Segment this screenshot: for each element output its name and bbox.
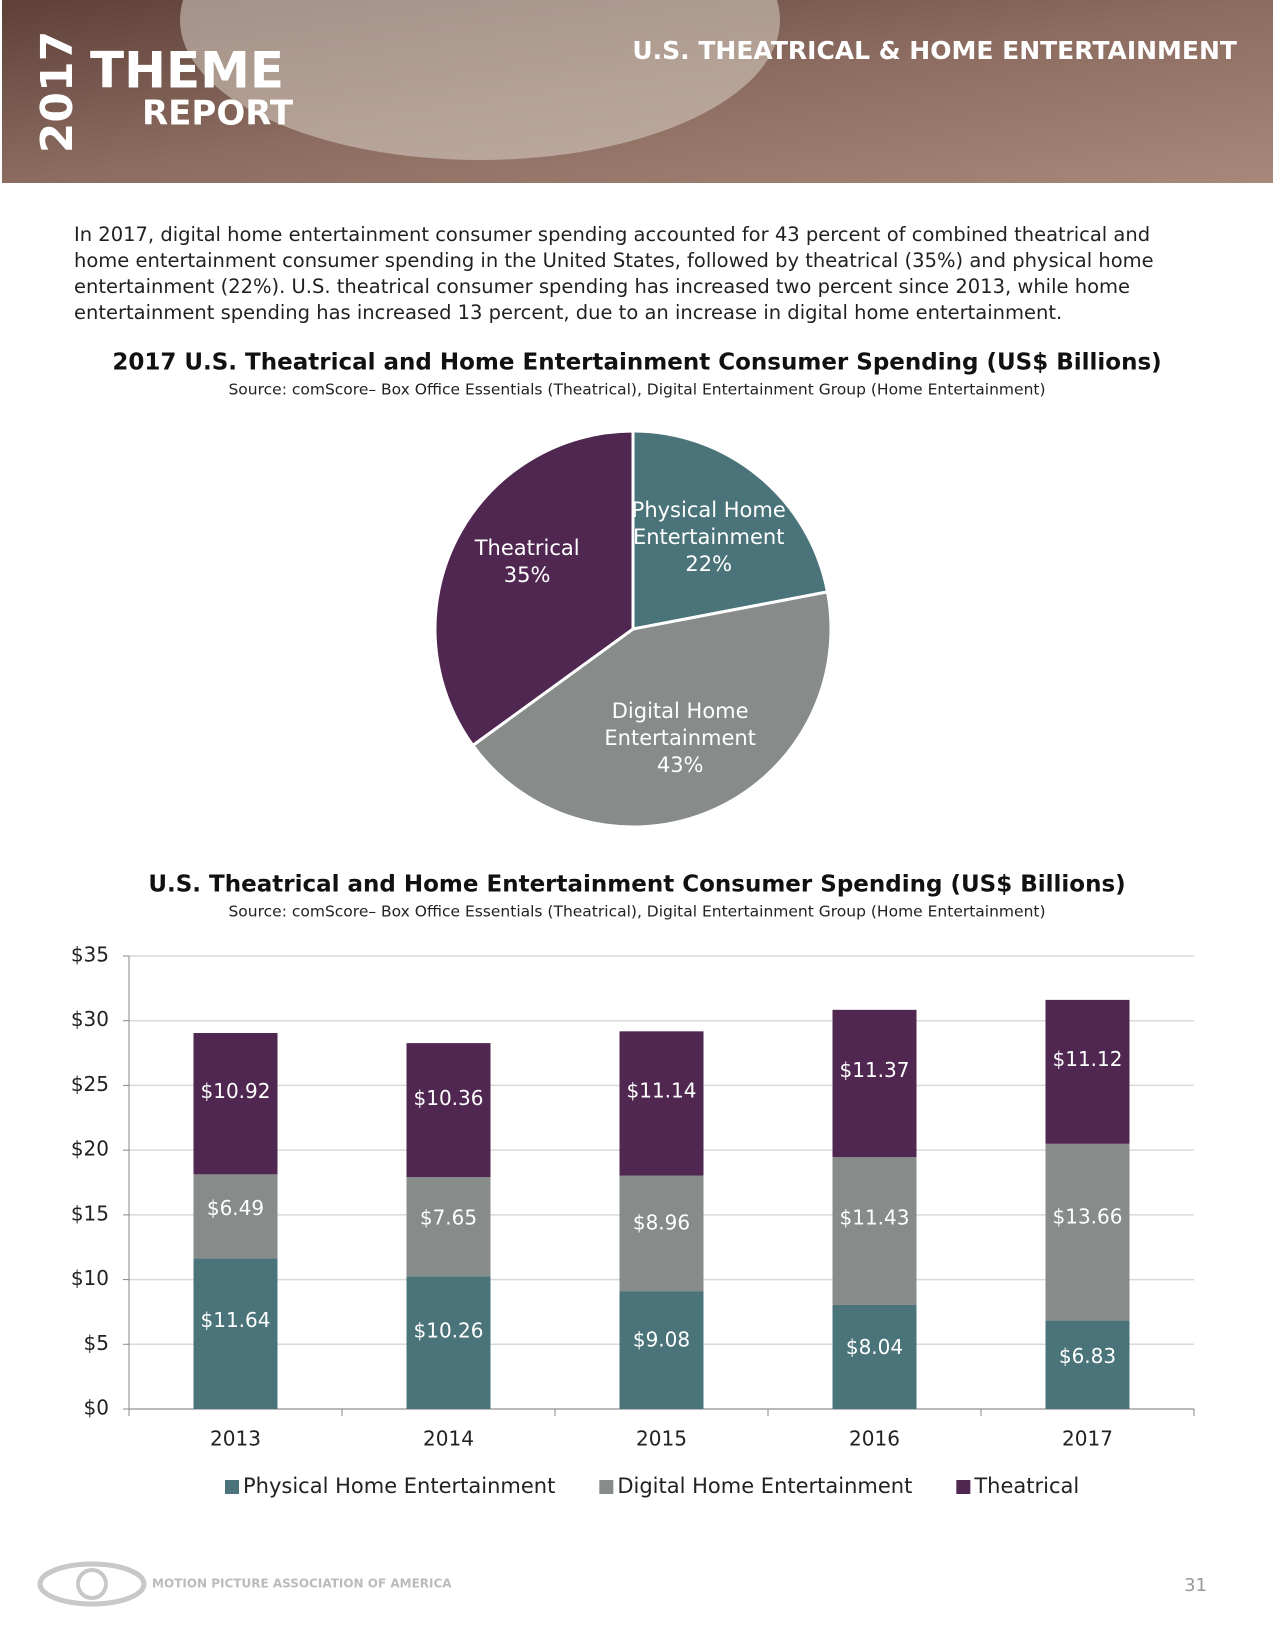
bar-label: $13.66 [1053, 1205, 1123, 1229]
logo [76, 1568, 108, 1600]
bar-segment [1045, 999, 1130, 1144]
pie-label: Physical Home Entertainment 22% [619, 497, 799, 578]
legend-swatch [599, 1480, 614, 1494]
y-tick-label: $35 [71, 943, 109, 967]
header-year: 2017 [32, 31, 83, 153]
bar-label: $6.49 [207, 1196, 264, 1220]
slice-value: 43% [656, 753, 704, 778]
bar-label: $8.04 [846, 1335, 903, 1359]
footer-org: MOTION PICTURE ASSOCIATION OF AMERICA [152, 1577, 452, 1591]
y-tick-label: $5 [84, 1331, 109, 1355]
pie-slice [470, 590, 833, 829]
y-tick-label: $30 [71, 1007, 109, 1031]
bar-label: $11.43 [840, 1206, 910, 1230]
bar-label: $11.14 [627, 1078, 697, 1102]
bar-segment [193, 1258, 278, 1409]
x-tick-label: 2014 [423, 1427, 474, 1451]
bar-segment [619, 1031, 704, 1176]
bar-segment [193, 1174, 278, 1259]
bar-segment [832, 1009, 917, 1158]
bar-segment [406, 1276, 491, 1409]
header-report: REPORT [142, 94, 294, 134]
bar-segment [832, 1157, 917, 1305]
slice-category: Physical Home Entertainment [631, 498, 786, 550]
chart-subtitle: Source: comScore– Box Office Essentials … [228, 381, 1045, 399]
y-tick-label: $10 [71, 1266, 109, 1290]
pie-label: Digital Home Entertainment 43% [590, 698, 770, 779]
bar-segment [1045, 1320, 1130, 1409]
header-section: U.S. THEATRICAL & HOME ENTERTAINMENT [632, 36, 1237, 65]
bar-label: $10.36 [414, 1086, 484, 1110]
x-tick-label: 2017 [1062, 1427, 1113, 1451]
bar-segment [406, 1043, 491, 1178]
bar-label: $8.96 [633, 1211, 690, 1235]
x-tick-label: 2016 [849, 1427, 900, 1451]
y-tick-label: $0 [84, 1396, 109, 1420]
slice-value: 35% [503, 563, 551, 588]
y-tick-label: $20 [71, 1137, 109, 1161]
chart-title: U.S. Theatrical and Home Entertainment C… [148, 872, 1125, 898]
header-theme: THEME [90, 42, 284, 100]
chart-title: 2017 U.S. Theatrical and Home Entertainm… [112, 350, 1161, 376]
pie-slice [433, 429, 635, 748]
bar-segment [619, 1291, 704, 1409]
legend-swatch [225, 1480, 239, 1494]
y-tick-label: $15 [71, 1201, 109, 1225]
slice-category: Theatrical [474, 536, 580, 561]
slice-value: 22% [685, 552, 733, 577]
pie-label: Theatrical 35% [437, 535, 617, 589]
logo [37, 1561, 147, 1607]
bar-label: $11.64 [201, 1308, 271, 1332]
x-tick-label: 2015 [636, 1427, 687, 1451]
bar-label: $11.12 [1053, 1047, 1123, 1071]
bar-segment [832, 1304, 917, 1409]
bar-label: $9.08 [633, 1327, 690, 1351]
y-tick-label: $25 [71, 1072, 109, 1096]
legend-label: Physical Home Entertainment [243, 1474, 555, 1498]
bar-segment [406, 1177, 491, 1277]
bar-label: $10.92 [201, 1079, 271, 1103]
legend-label: Digital Home Entertainment [617, 1474, 912, 1498]
slice-category: Digital Home Entertainment [604, 699, 756, 751]
bar-segment [1045, 1143, 1130, 1321]
intro-paragraph: In 2017, digital home entertainment cons… [74, 223, 1154, 324]
bar-segment [619, 1175, 704, 1292]
page-number: 31 [1184, 1575, 1207, 1596]
bar-label: $6.83 [1059, 1344, 1116, 1368]
chart-subtitle: Source: comScore– Box Office Essentials … [228, 903, 1045, 921]
bar-segment [193, 1033, 278, 1175]
bar-label: $7.65 [420, 1205, 477, 1229]
bar-label: $11.37 [840, 1058, 910, 1082]
bar-label: $10.26 [414, 1318, 484, 1342]
pie-slice [631, 429, 830, 631]
legend-label: Theatrical [973, 1474, 1079, 1498]
x-tick-label: 2013 [210, 1427, 261, 1451]
header-decoration [180, 0, 780, 160]
legend-swatch [956, 1480, 971, 1494]
